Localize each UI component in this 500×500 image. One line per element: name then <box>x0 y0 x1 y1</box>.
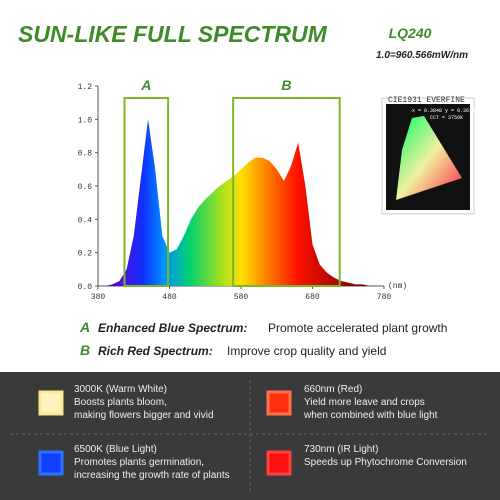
region-label: B <box>281 77 291 93</box>
spectrum-chart: 0.0 0.2 0.4 0.6 0.8 1.0 1.2 380 480 580 680 780 (nm)… <box>78 77 408 302</box>
x-tick-label: 680 <box>305 293 320 302</box>
legend-letter: B <box>80 342 90 358</box>
cie-coords: x = 0.3848 y = 0.3614 <box>412 108 475 114</box>
x-tick-label: 380 <box>91 293 106 302</box>
icon-ir <box>266 450 292 476</box>
y-tick-label: 1.2 <box>78 83 93 92</box>
region-label: A <box>140 77 151 93</box>
feature-text: Speeds up Phytochrome Conversion <box>304 457 467 468</box>
feature-text: making flowers bigger and vivid <box>74 410 214 421</box>
x-tick-label: 580 <box>234 293 249 302</box>
y-tick-label: 0.8 <box>78 150 93 159</box>
feature-text: increasing the growth rate of plants <box>74 470 230 481</box>
unit-note: 1.0=960.566mW/nm <box>376 50 468 61</box>
feature-text: Boosts plants bloom, <box>74 397 167 408</box>
y-tick-label: 0.2 <box>78 250 93 259</box>
icon-warm <box>38 390 64 416</box>
region-box <box>123 97 170 287</box>
feature-text: when combined with blue light <box>303 410 438 421</box>
legend-text: Promote accelerated plant growth <box>268 321 447 335</box>
feature-text: Promotes plants germination, <box>74 457 204 468</box>
feature-title: 730nm (IR Light) <box>304 444 378 455</box>
model: LQ240 <box>389 25 432 41</box>
icon-blue <box>38 450 64 476</box>
feature-title: 660nm (Red) <box>304 384 362 395</box>
spectrum-area <box>98 119 384 286</box>
feature-panel <box>0 372 500 500</box>
y-tick-label: 0.6 <box>78 183 93 192</box>
cie-locus <box>396 116 462 200</box>
feature-text: Yield more leave and crops <box>304 397 425 408</box>
legend-text: Improve crop quality and yield <box>227 344 386 358</box>
legend: A Enhanced Blue Spectrum: Promote accele… <box>79 319 447 358</box>
legend-name: Enhanced Blue Spectrum: <box>98 321 247 335</box>
feature-title: 6500K (Blue Light) <box>74 444 157 455</box>
legend-letter: A <box>79 319 90 335</box>
y-tick-label: 0.4 <box>78 216 93 225</box>
legend-name: Rich Red Spectrum: <box>98 344 213 358</box>
icon-red <box>266 390 292 416</box>
title: SUN-LIKE FULL SPECTRUM <box>18 21 328 47</box>
cie-diagram: CIE1931 EVERFINE x = 0.3848 y = 0.3614 C… <box>381 96 475 215</box>
region-box <box>232 97 341 287</box>
cie-cct: CCT = 3756K <box>430 115 463 121</box>
x-axis-label: (nm) <box>388 282 407 291</box>
y-tick-label: 0.0 <box>78 283 93 292</box>
feature-title: 3000K (Warm White) <box>74 384 167 395</box>
y-tick-label: 1.0 <box>78 116 93 125</box>
x-tick-label: 480 <box>162 293 177 302</box>
x-tick-label: 780 <box>377 293 392 302</box>
features: 3000K (Warm White) Boosts plants bloom, ma… <box>74 384 467 481</box>
cie-title: CIE1931 EVERFINE <box>388 96 465 105</box>
